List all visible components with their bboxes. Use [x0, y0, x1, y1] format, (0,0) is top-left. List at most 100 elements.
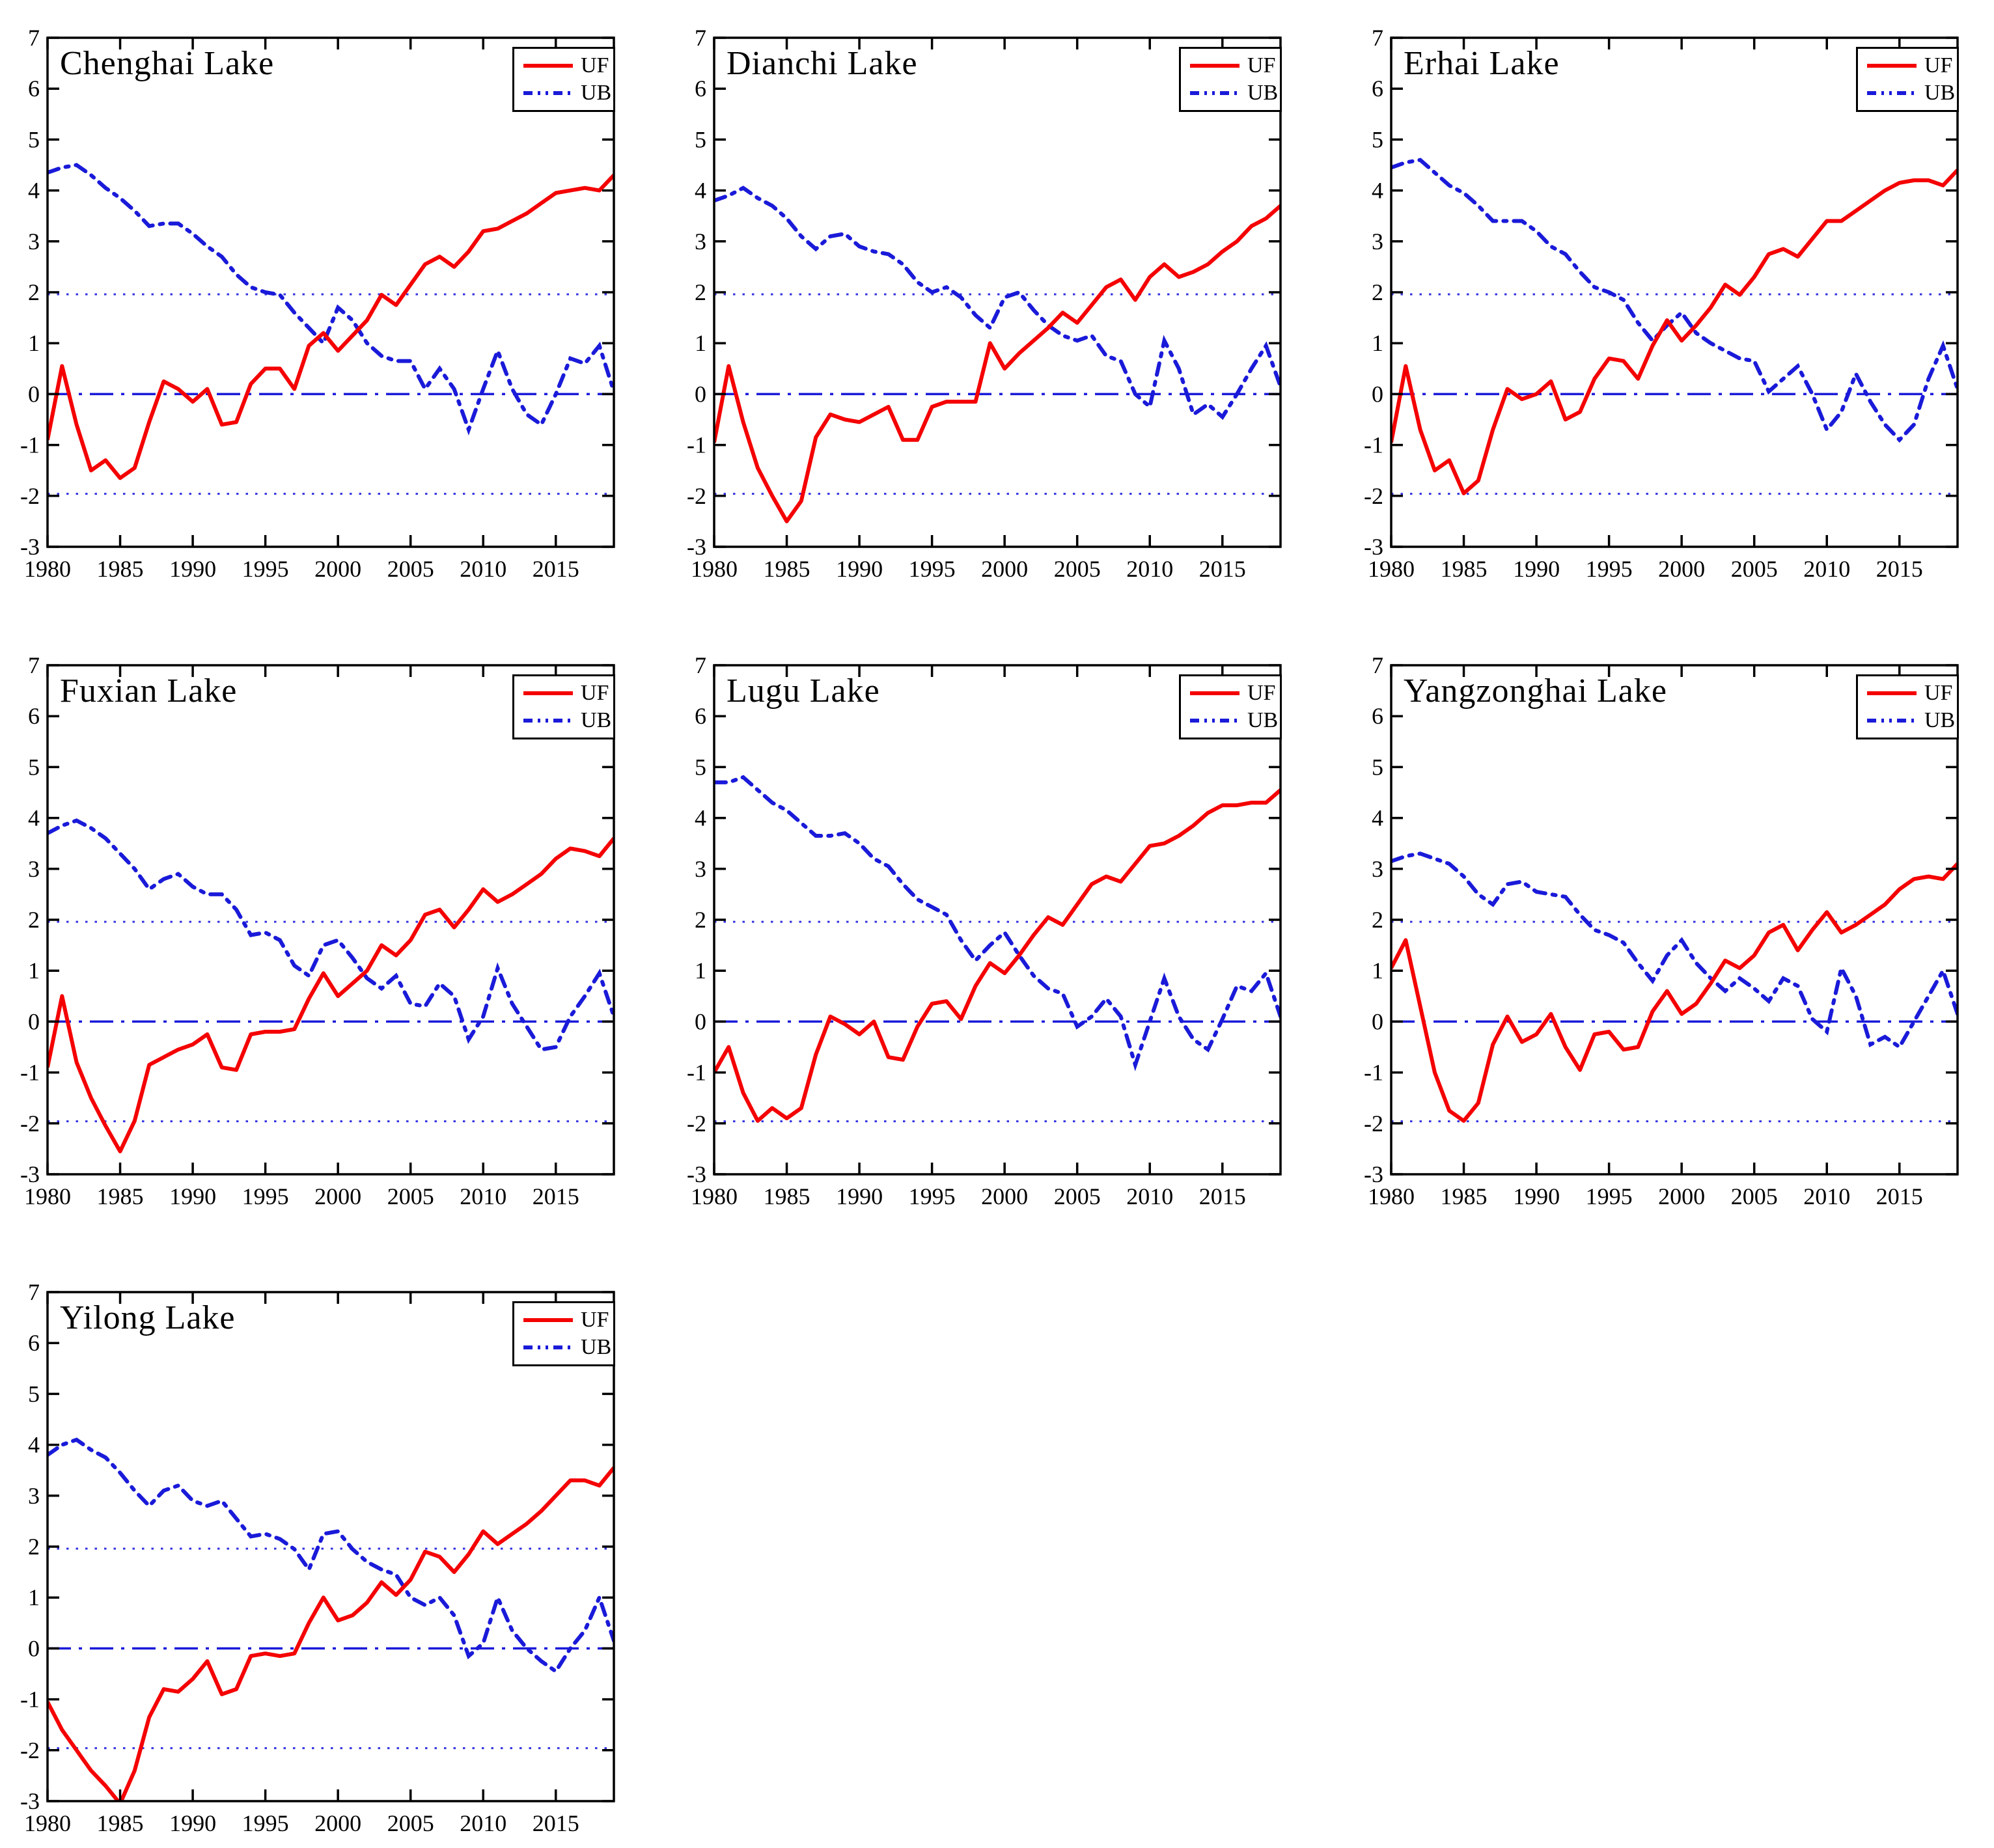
- x-tick-label: 2015: [533, 556, 579, 582]
- x-tick-label: 1980: [691, 556, 738, 582]
- y-tick-label: 6: [1372, 703, 1383, 729]
- series-lines: [48, 1437, 614, 1801]
- axes: [713, 36, 1282, 548]
- legend-label-uf: UF: [1247, 53, 1276, 77]
- y-tick-label: 0: [695, 381, 706, 407]
- x-tick-label: 1995: [1586, 1183, 1633, 1209]
- y-tick-label: -1: [20, 432, 40, 458]
- y-tick-label: -3: [687, 1161, 706, 1187]
- x-tick-label: 1985: [97, 1183, 144, 1209]
- y-tick-label: -1: [20, 1060, 40, 1086]
- y-tick-label: 2: [695, 907, 706, 933]
- y-tick-label: 5: [695, 754, 706, 780]
- legend: UF UB: [1856, 674, 1959, 739]
- x-tick-label: 1980: [691, 1183, 738, 1209]
- reference-lines: [714, 293, 1281, 495]
- x-tick-label: 2005: [387, 556, 434, 582]
- x-tick-label: 2010: [1126, 556, 1173, 582]
- reference-lines: [48, 293, 614, 495]
- y-tick-label: -1: [687, 1060, 706, 1086]
- y-tick-label: -2: [687, 1110, 706, 1137]
- y-tick-label: 7: [28, 652, 40, 678]
- uf-line-sample-icon: [1190, 691, 1239, 695]
- axes: [1390, 664, 1959, 1176]
- legend-label-ub: UB: [1924, 708, 1956, 732]
- y-tick-label: 0: [28, 1008, 40, 1034]
- y-tick-label: 3: [695, 856, 706, 882]
- x-tick-label: 1980: [1368, 1183, 1415, 1209]
- y-tick-label: 5: [28, 1381, 40, 1407]
- reference-lines: [1391, 293, 1958, 495]
- x-tick-label: 2010: [1803, 556, 1850, 582]
- x-tick-label: 2005: [1731, 556, 1778, 582]
- y-tick-label: 7: [695, 25, 706, 51]
- y-tick-label: 4: [28, 805, 40, 831]
- legend-row-ub: UB: [1866, 709, 1955, 732]
- ub-line-sample-icon: [1867, 91, 1917, 95]
- y-tick-label: 2: [28, 1534, 40, 1560]
- uf-line-sample-icon: [523, 64, 573, 68]
- ub-line-sample-icon: [523, 91, 573, 95]
- uf-line-sample-icon: [1867, 691, 1917, 695]
- y-tick-label: 6: [695, 703, 706, 729]
- x-tick-label: 1995: [909, 1183, 956, 1209]
- legend: UF UB: [512, 47, 615, 112]
- y-tick-label: 7: [1372, 25, 1383, 51]
- x-tick-label: 2010: [460, 1810, 506, 1836]
- y-tick-label: 4: [1372, 178, 1383, 204]
- y-tick-label: -3: [20, 534, 40, 560]
- ub-curve: [48, 163, 614, 436]
- legend-row-ub: UB: [1866, 81, 1955, 105]
- y-tick-label: 1: [1372, 958, 1383, 984]
- y-tick-label: 5: [695, 126, 706, 152]
- y-tick-label: 0: [28, 381, 40, 407]
- y-tick-label: 0: [695, 1008, 706, 1034]
- y-tick-label: -3: [20, 1161, 40, 1187]
- uf-curve: [1391, 169, 1958, 495]
- y-tick-label: 6: [28, 1330, 40, 1356]
- y-tick-label: 2: [1372, 907, 1383, 933]
- y-tick-label: -2: [20, 1737, 40, 1763]
- x-tick-label: 1990: [836, 556, 883, 582]
- series-lines: [48, 818, 614, 1153]
- y-tick-label: 4: [695, 178, 706, 204]
- x-tick-label: 1985: [764, 556, 810, 582]
- chart-cell-yangzonghai: 7 6 5 4 3 2 1 0 -1 -2 -3 1980 1985 1990 1995 2000 2005 20…: [1344, 627, 1994, 1255]
- chart-title: Yilong Lake: [60, 1299, 236, 1336]
- reference-lines: [1391, 920, 1958, 1123]
- x-tick-label: 2005: [1054, 556, 1101, 582]
- y-tick-label: 4: [1372, 805, 1383, 831]
- chart-title: Yangzonghai Lake: [1404, 672, 1667, 710]
- y-tick-label: 7: [28, 1279, 40, 1305]
- x-tick-label: 1990: [169, 1810, 216, 1836]
- y-tick-label: 2: [1372, 279, 1383, 305]
- y-tick-label: 1: [695, 958, 706, 984]
- chart-title: Dianchi Lake: [727, 45, 918, 82]
- y-tick-label: 3: [695, 228, 706, 255]
- x-tick-label: 1990: [169, 556, 216, 582]
- chart-title: Lugu Lake: [727, 672, 880, 710]
- ub-curve: [714, 775, 1281, 1071]
- y-tick-label: 1: [28, 1584, 40, 1610]
- legend-row-uf: UF: [1866, 682, 1952, 705]
- y-tick-label: 1: [695, 330, 706, 356]
- legend-label-ub: UB: [581, 1335, 612, 1359]
- x-tick-label: 1990: [1513, 556, 1560, 582]
- y-tick-label: 1: [1372, 330, 1383, 356]
- x-tick-label: 2010: [460, 556, 506, 582]
- ub-curve: [1391, 158, 1958, 443]
- x-tick-label: 2015: [1199, 556, 1246, 582]
- chart-cell-dianchi: 7 6 5 4 3 2 1 0 -1 -2 -3 1980 1985 1990 1995 2000 2005 20…: [667, 0, 1333, 627]
- y-tick-label: 2: [28, 907, 40, 933]
- x-tick-label: 1980: [1368, 556, 1415, 582]
- legend-row-ub: UB: [1189, 709, 1278, 732]
- legend-row-uf: UF: [1189, 53, 1276, 77]
- series-lines: [48, 163, 614, 480]
- uf-line-sample-icon: [1190, 64, 1239, 68]
